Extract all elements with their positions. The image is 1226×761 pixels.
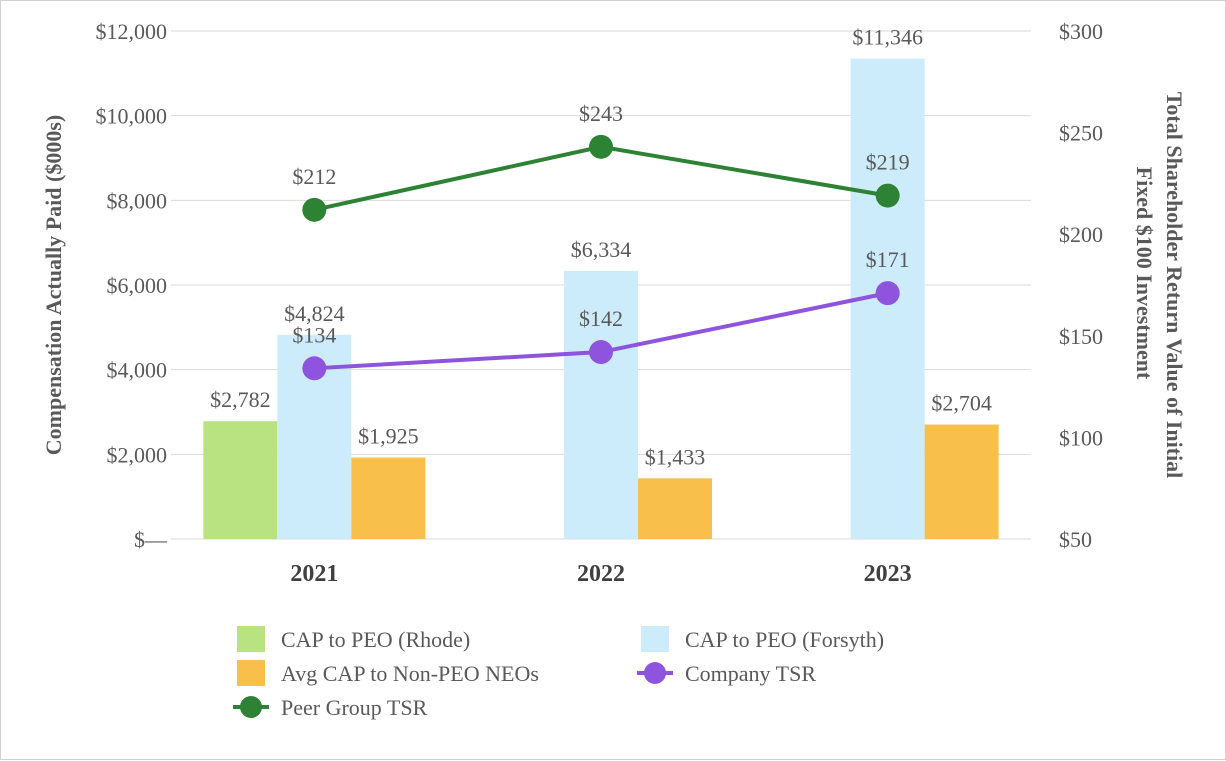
point-peer-group-tsr-2021 bbox=[302, 197, 327, 222]
bar-label-avg-cap-to-non-peo-neos-2023: $2,704 bbox=[931, 391, 992, 416]
right-axis-title-line-1: Total Shareholder Return Value of Initia… bbox=[1162, 92, 1187, 479]
left-tick-label: $12,000 bbox=[96, 19, 168, 44]
right-axis-title-line-2: Fixed $100 Investment bbox=[1132, 167, 1157, 380]
point-company-tsr-2021 bbox=[302, 356, 327, 381]
category-label-2021: 2021 bbox=[290, 561, 338, 587]
legend-swatch-cap-to-peo-rhode bbox=[237, 626, 265, 652]
point-peer-group-tsr-2023 bbox=[875, 183, 900, 208]
right-tick-label: $200 bbox=[1059, 222, 1103, 247]
bar-label-avg-cap-to-non-peo-neos-2021: $1,925 bbox=[358, 424, 419, 449]
point-label-company-tsr-2022: $142 bbox=[579, 306, 623, 331]
legend-item-company-tsr: Company TSR bbox=[637, 661, 816, 686]
legend-label-cap-to-peo-rhode: CAP to PEO (Rhode) bbox=[281, 627, 470, 652]
bar-label-cap-to-peo-forsyth-2021: $4,824 bbox=[284, 301, 345, 326]
point-company-tsr-2022 bbox=[589, 340, 613, 365]
legend-label-cap-to-peo-forsyth: CAP to PEO (Forsyth) bbox=[685, 627, 884, 652]
bar-label-cap-to-peo-forsyth-2022: $6,334 bbox=[571, 237, 632, 262]
bar-label-cap-to-peo-rhode-2021: $2,782 bbox=[210, 387, 271, 412]
point-label-peer-group-tsr-2022: $243 bbox=[579, 101, 623, 126]
right-tick-label: $150 bbox=[1059, 324, 1103, 349]
point-company-tsr-2023 bbox=[875, 281, 900, 306]
left-tick-label: $2,000 bbox=[107, 442, 168, 467]
data-labels: $2,782 $4,824 $1,925 $6,334 $1,433 $11,346 $2,… bbox=[210, 25, 992, 470]
point-label-company-tsr-2023: $171 bbox=[866, 247, 910, 272]
left-tick-label: $4,000 bbox=[107, 358, 168, 383]
right-tick-label: $50 bbox=[1059, 527, 1092, 552]
bar-avg-cap-to-non-peo-neos-2022 bbox=[638, 478, 712, 539]
point-label-peer-group-tsr-2021: $212 bbox=[292, 164, 336, 189]
legend-label-company-tsr: Company TSR bbox=[685, 661, 816, 686]
left-tick-label: $— bbox=[134, 527, 168, 552]
legend-swatch-avg-cap-to-non-peo-neos bbox=[237, 660, 265, 686]
legend-swatch-cap-to-peo-forsyth bbox=[641, 626, 669, 652]
bar-label-cap-to-peo-forsyth-2023: $11,346 bbox=[852, 25, 923, 50]
category-labels: 2021 2022 2023 bbox=[290, 561, 911, 587]
bar-label-avg-cap-to-non-peo-neos-2022: $1,433 bbox=[645, 444, 706, 469]
bar-cap-to-peo-rhode-2021 bbox=[203, 421, 278, 539]
category-label-2023: 2023 bbox=[864, 561, 912, 587]
legend-item-peer-group-tsr: Peer Group TSR bbox=[233, 695, 428, 720]
lines bbox=[302, 134, 900, 381]
bar-avg-cap-to-non-peo-neos-2021 bbox=[351, 457, 426, 539]
legend-marker-company-tsr bbox=[644, 662, 666, 684]
legend-label-avg-cap-to-non-peo-neos: Avg CAP to Non-PEO NEOs bbox=[281, 661, 539, 686]
category-label-2022: 2022 bbox=[577, 561, 625, 587]
legend: CAP to PEO (Rhode) CAP to PEO (Forsyth) Av… bbox=[233, 626, 884, 720]
legend-item-cap-to-peo-rhode: CAP to PEO (Rhode) bbox=[237, 626, 470, 652]
left-tick-label: $6,000 bbox=[107, 273, 168, 298]
point-label-company-tsr-2021: $134 bbox=[292, 322, 336, 347]
legend-label-peer-group-tsr: Peer Group TSR bbox=[281, 695, 428, 720]
left-tick-label: $10,000 bbox=[96, 104, 168, 129]
left-axis-ticks: $— $2,000 $4,000 $6,000 $8,000 $10,000 $12,000 bbox=[96, 19, 169, 552]
left-axis-title: Compensation Actually Paid ($000s) bbox=[41, 115, 66, 455]
left-tick-label: $8,000 bbox=[107, 188, 168, 213]
right-tick-label: $100 bbox=[1059, 425, 1103, 450]
legend-item-avg-cap-to-non-peo-neos: Avg CAP to Non-PEO NEOs bbox=[237, 660, 539, 686]
right-tick-label: $300 bbox=[1059, 19, 1103, 44]
right-tick-label: $250 bbox=[1059, 121, 1103, 146]
legend-marker-peer-group-tsr bbox=[240, 696, 262, 718]
right-axis-ticks: $50 $100 $150 $200 $250 $300 bbox=[1059, 19, 1103, 552]
legend-item-cap-to-peo-forsyth: CAP to PEO (Forsyth) bbox=[641, 626, 884, 652]
bar-avg-cap-to-non-peo-neos-2023 bbox=[924, 424, 999, 539]
point-label-peer-group-tsr-2023: $219 bbox=[866, 150, 910, 175]
point-peer-group-tsr-2022 bbox=[589, 134, 613, 159]
bar-cap-to-peo-forsyth-2022 bbox=[564, 270, 638, 539]
